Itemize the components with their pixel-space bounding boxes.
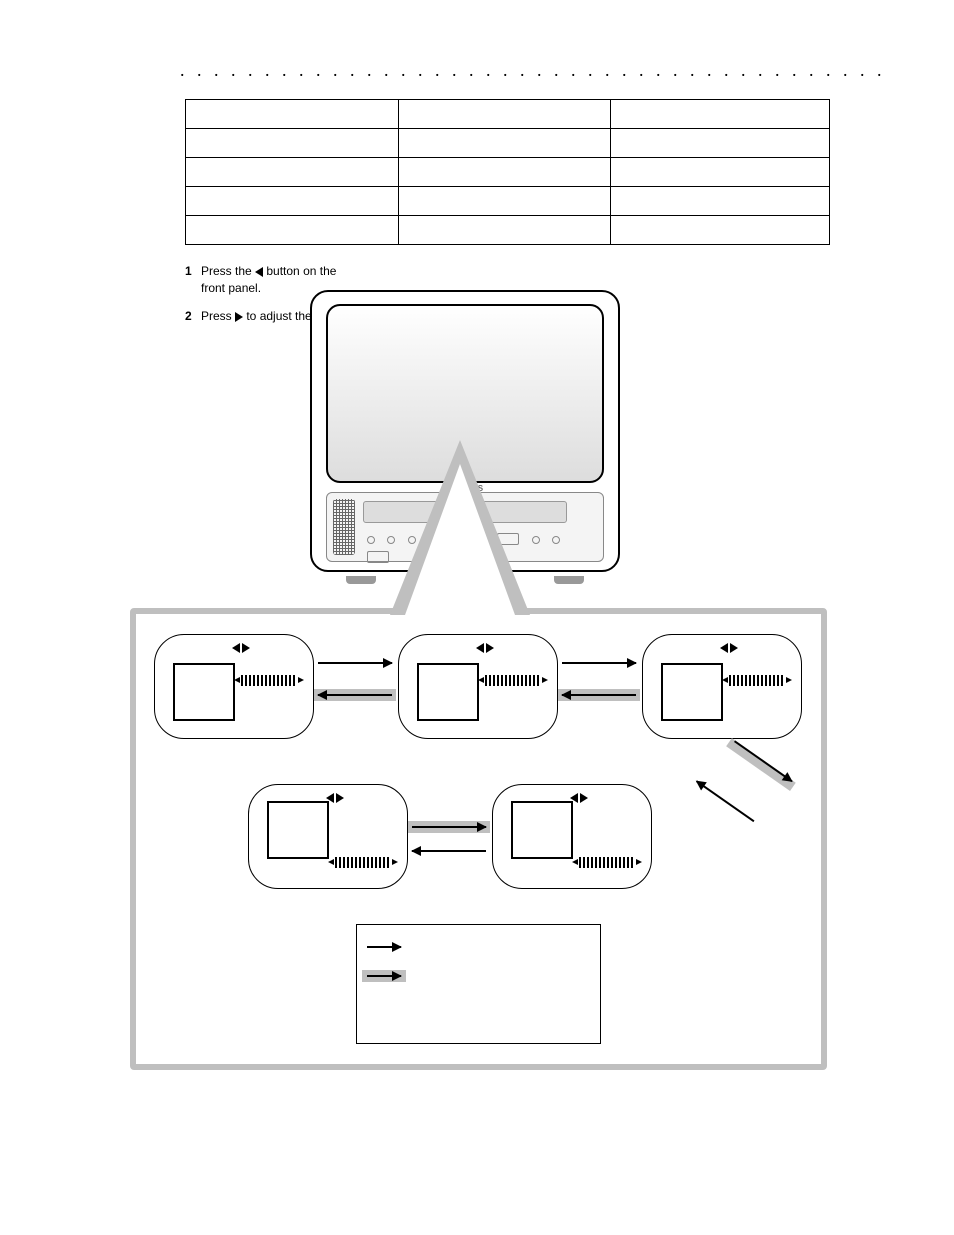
preview-square-icon bbox=[661, 663, 723, 721]
triangle-left-icon bbox=[255, 267, 263, 277]
arrow-icon bbox=[367, 946, 401, 948]
node-triangles bbox=[719, 643, 739, 653]
preview-square-icon bbox=[267, 801, 329, 859]
table-row bbox=[186, 216, 830, 245]
flow-arrow bbox=[412, 826, 486, 828]
slider-bar-icon bbox=[335, 857, 391, 868]
table-row bbox=[186, 129, 830, 158]
legend-box bbox=[356, 924, 601, 1044]
jack-icon bbox=[367, 536, 375, 544]
slider-bar-icon bbox=[729, 675, 785, 686]
triangle-left-icon bbox=[720, 643, 728, 653]
table-header-cell bbox=[398, 100, 611, 129]
jack-icon bbox=[532, 536, 540, 544]
table-header-cell bbox=[611, 100, 830, 129]
triangle-right-icon bbox=[235, 312, 243, 322]
flow-node bbox=[154, 634, 314, 739]
tv-foot bbox=[346, 576, 376, 584]
table-row bbox=[186, 158, 830, 187]
button-icon bbox=[367, 551, 389, 563]
callout-wedge bbox=[390, 440, 530, 615]
dotted-rule: . . . . . . . . . . . . . . . . . . . . … bbox=[180, 60, 884, 81]
step-number: 1 bbox=[185, 263, 201, 298]
step-number: 2 bbox=[185, 308, 201, 325]
slider-bar-icon bbox=[579, 857, 635, 868]
table-row bbox=[186, 100, 830, 129]
triangle-right-icon bbox=[336, 793, 344, 803]
flow-node bbox=[642, 634, 802, 739]
flow-arrow bbox=[562, 694, 636, 696]
tv-foot bbox=[554, 576, 584, 584]
slider-bar-icon bbox=[485, 675, 541, 686]
page: . . . . . . . . . . . . . . . . . . . . … bbox=[0, 0, 954, 1235]
triangle-left-icon bbox=[476, 643, 484, 653]
settings-table bbox=[185, 99, 830, 245]
node-triangles bbox=[231, 643, 251, 653]
slider-bar-icon bbox=[241, 675, 297, 686]
flow-node bbox=[248, 784, 408, 889]
flow-arrow bbox=[562, 662, 636, 664]
legend-row bbox=[367, 969, 590, 985]
legend-row bbox=[367, 939, 590, 955]
flow-panel bbox=[130, 608, 827, 1070]
flow-node bbox=[492, 784, 652, 889]
preview-square-icon bbox=[417, 663, 479, 721]
arrow-shaded-icon bbox=[367, 975, 401, 977]
preview-square-icon bbox=[173, 663, 235, 721]
flow-node bbox=[398, 634, 558, 739]
triangle-right-icon bbox=[730, 643, 738, 653]
preview-square-icon bbox=[511, 801, 573, 859]
triangle-right-icon bbox=[580, 793, 588, 803]
table-row bbox=[186, 187, 830, 216]
triangle-left-icon bbox=[232, 643, 240, 653]
table-header-cell bbox=[186, 100, 399, 129]
node-triangles bbox=[475, 643, 495, 653]
triangle-right-icon bbox=[486, 643, 494, 653]
speaker-grille-icon bbox=[333, 499, 355, 555]
flow-arrow bbox=[318, 662, 392, 664]
triangle-right-icon bbox=[242, 643, 250, 653]
flow-arrow bbox=[318, 694, 392, 696]
flow-arrow-diagonal bbox=[734, 740, 792, 782]
jack-icon bbox=[552, 536, 560, 544]
flow-arrow bbox=[412, 850, 486, 852]
flow-arrow-diagonal bbox=[696, 780, 754, 822]
